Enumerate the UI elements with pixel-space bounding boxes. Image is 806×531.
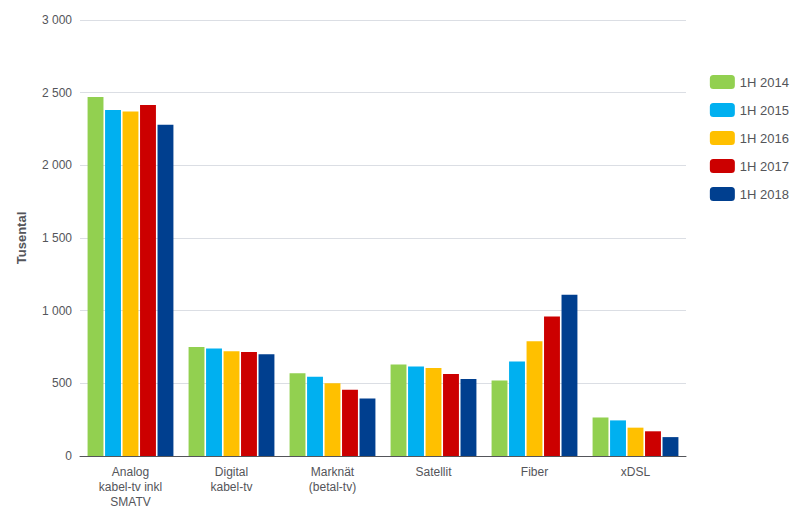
svg-text:2 000: 2 000: [42, 158, 72, 172]
svg-text:1 000: 1 000: [42, 304, 72, 318]
svg-text:0: 0: [65, 449, 72, 463]
svg-text:Satellit: Satellit: [415, 465, 452, 479]
svg-text:xDSL: xDSL: [621, 465, 651, 479]
svg-text:1H 2017: 1H 2017: [740, 159, 789, 174]
svg-text:1H 2018: 1H 2018: [740, 187, 789, 202]
svg-text:Digital: Digital: [215, 465, 248, 479]
svg-text:1H 2016: 1H 2016: [740, 131, 789, 146]
svg-text:kabel-tv inkl: kabel-tv inkl: [99, 480, 162, 494]
svg-text:2 500: 2 500: [42, 86, 72, 100]
svg-text:Fiber: Fiber: [521, 465, 548, 479]
svg-text:SMATV: SMATV: [110, 495, 150, 509]
svg-text:Analog: Analog: [112, 465, 149, 479]
svg-text:Marknät: Marknät: [311, 465, 355, 479]
svg-text:1 500: 1 500: [42, 231, 72, 245]
svg-text:500: 500: [52, 376, 72, 390]
svg-text:3 000: 3 000: [42, 13, 72, 27]
svg-text:Tusental: Tusental: [14, 212, 29, 265]
svg-text:kabel-tv: kabel-tv: [210, 480, 252, 494]
svg-text:(betal-tv): (betal-tv): [309, 480, 356, 494]
svg-text:1H 2015: 1H 2015: [740, 103, 789, 118]
svg-text:1H 2014: 1H 2014: [740, 75, 789, 90]
